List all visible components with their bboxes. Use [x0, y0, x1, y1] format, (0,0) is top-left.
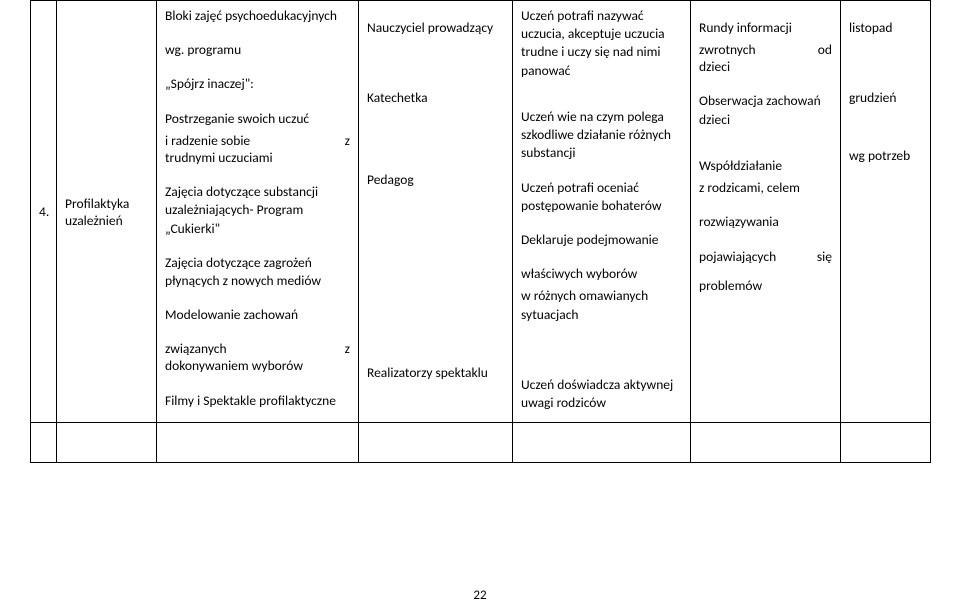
spacer — [165, 294, 350, 306]
text: Uczeń wie na czym polega szkodliwe dział… — [521, 108, 682, 163]
empty-cell — [359, 423, 513, 463]
spacer — [367, 159, 504, 171]
empty-cell — [57, 423, 157, 463]
spacer — [367, 111, 504, 135]
text: się — [817, 248, 832, 265]
text: związanych — [165, 340, 227, 357]
spacer — [165, 171, 350, 183]
spacer — [165, 63, 350, 75]
text: Modelowanie zachowań — [165, 306, 350, 324]
timing-cell: listopad grudzień wg potrzeb — [841, 1, 931, 423]
table-row — [31, 423, 931, 463]
spacer — [699, 236, 832, 248]
spacer — [849, 111, 922, 135]
spacer — [165, 29, 350, 41]
text: zwrotnych — [699, 41, 756, 58]
topic-cell: Profilaktyka uzależnień — [57, 1, 157, 423]
text: Deklaruje podejmowanie — [521, 231, 682, 249]
text: wg potrzeb — [849, 147, 922, 165]
row-number: 4. — [39, 203, 49, 220]
text: Bloki zajęć psychoedukacyjnych — [165, 7, 350, 25]
spacer — [849, 135, 922, 147]
spacer — [699, 133, 832, 157]
text: Nauczyciel prowadzący — [367, 19, 504, 37]
text: pojawiających — [699, 248, 776, 265]
text: Obserwacja zachowań dzieci — [699, 92, 832, 128]
row-number-cell: 4. — [31, 1, 57, 423]
spacer — [521, 219, 682, 231]
text: Współdziałanie — [699, 157, 832, 175]
spacer — [521, 253, 682, 265]
spacer — [521, 167, 682, 179]
outcomes-cell: Uczeń potrafi nazywać uczucia, akceptuje… — [513, 1, 691, 423]
justified-line: pojawiających się — [699, 248, 832, 265]
text: „Spójrz inaczej": — [165, 75, 350, 93]
text: grudzień — [849, 89, 922, 107]
justified-line: i radzenie sobie z — [165, 132, 350, 149]
spacer — [699, 201, 832, 213]
text: Realizatorzy spektaklu — [367, 364, 504, 382]
evaluation-cell: Rundy informacji zwrotnych od dzieci Obs… — [691, 1, 841, 423]
text: i radzenie sobie — [165, 132, 250, 149]
empty-cell — [513, 423, 691, 463]
text: z rodzicami, celem — [699, 179, 832, 197]
spacer — [165, 380, 350, 392]
spacer — [367, 7, 504, 19]
spacer — [165, 242, 350, 254]
spacer — [849, 41, 922, 65]
text: wg. programu — [165, 41, 350, 59]
text: problemów — [699, 277, 832, 295]
text: Uczeń doświadcza aktywnej uwagi rodziców — [521, 376, 682, 412]
spacer — [165, 328, 350, 340]
page: 4. Profilaktyka uzależnień Bloki zajęć p… — [0, 0, 960, 613]
text: właściwych wyborów — [521, 265, 682, 283]
text: Zajęcia dotyczące substancji uzależniają… — [165, 183, 350, 238]
justified-line: związanych z — [165, 340, 350, 357]
text: Pedagog — [367, 171, 504, 189]
activities-cell: Bloki zajęć psychoedukacyjnych wg. progr… — [157, 1, 359, 423]
text: listopad — [849, 19, 922, 37]
text: Rundy informacji — [699, 19, 832, 37]
spacer — [367, 194, 504, 364]
text: Zajęcia dotyczące zagrożeń płynących z n… — [165, 254, 350, 290]
text: Filmy i Spektakle profilaktyczne — [165, 392, 350, 410]
spacer — [165, 98, 350, 110]
empty-cell — [157, 423, 359, 463]
text: Uczeń potrafi nazywać uczucia, akceptuje… — [521, 7, 682, 80]
spacer — [367, 41, 504, 65]
spacer — [367, 65, 504, 89]
spacer — [367, 135, 504, 159]
table-row: 4. Profilaktyka uzależnień Bloki zajęć p… — [31, 1, 931, 423]
text: z — [345, 132, 350, 149]
spacer — [699, 80, 832, 92]
spacer — [521, 328, 682, 352]
text: rozwiązywania — [699, 213, 832, 231]
text: dzieci — [699, 58, 832, 76]
text: w różnych omawianych sytuacjach — [521, 287, 682, 323]
text: dokonywaniem wyborów — [165, 357, 350, 375]
empty-cell — [31, 423, 57, 463]
page-number: 22 — [0, 588, 960, 603]
text: Katechetka — [367, 89, 504, 107]
topic-line: uzależnień — [65, 212, 148, 229]
spacer — [699, 265, 832, 277]
spacer — [699, 7, 832, 19]
spacer — [521, 84, 682, 108]
text: trudnymi uczuciami — [165, 149, 350, 167]
empty-cell — [841, 423, 931, 463]
curriculum-table: 4. Profilaktyka uzależnień Bloki zajęć p… — [30, 0, 931, 463]
topic-line: Profilaktyka — [65, 195, 148, 212]
text: Postrzeganie swoich uczuć — [165, 110, 350, 128]
empty-cell — [691, 423, 841, 463]
spacer — [849, 65, 922, 89]
text: od — [818, 41, 832, 58]
justified-line: zwrotnych od — [699, 41, 832, 58]
responsible-cell: Nauczyciel prowadzący Katechetka Pedagog… — [359, 1, 513, 423]
text: Uczeń potrafi oceniać postępowanie bohat… — [521, 179, 682, 215]
text: z — [345, 340, 350, 357]
spacer — [521, 352, 682, 376]
spacer — [849, 7, 922, 19]
